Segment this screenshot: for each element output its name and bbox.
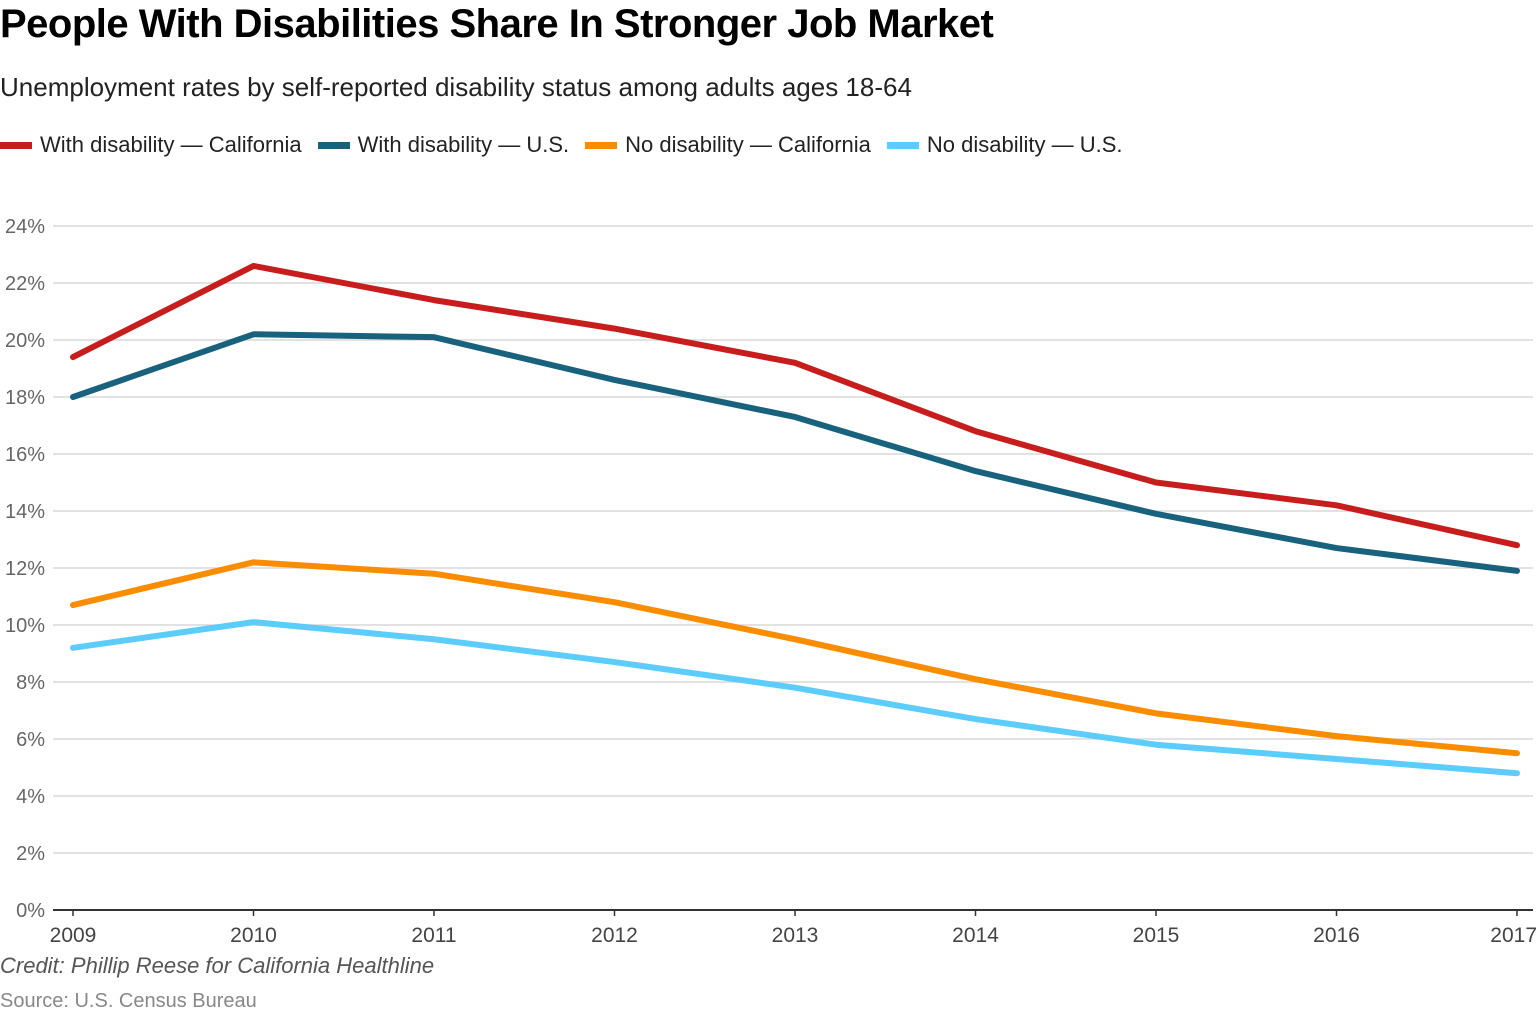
y-tick-label: 2% <box>16 843 45 865</box>
series-line <box>70 619 1520 777</box>
series-line <box>70 331 1520 574</box>
legend-label: No disability — California <box>625 132 871 157</box>
series-line <box>70 559 1520 757</box>
legend-item: No disability — U.S. <box>886 132 1123 158</box>
credit: Credit: Phillip Reese for California Hea… <box>0 953 435 978</box>
y-tick-label: 6% <box>16 729 45 751</box>
legend-item: No disability — California <box>585 132 871 158</box>
x-tick-label: 2017 <box>1490 924 1537 947</box>
y-tick-label: 8% <box>16 672 45 694</box>
series-line <box>70 262 1520 549</box>
chart-title: People With Disabilities Share In Strong… <box>0 2 994 46</box>
legend-swatch <box>585 141 618 149</box>
x-tick-label: 2011 <box>411 924 456 947</box>
x-tick-label: 2016 <box>1313 924 1360 947</box>
legend-item: With disability — U.S. <box>317 132 570 158</box>
y-tick-label: 12% <box>5 558 45 580</box>
legend-label: No disability — U.S. <box>926 132 1123 157</box>
legend-item: With disability — California <box>0 132 302 158</box>
y-tick-label: 4% <box>16 786 45 808</box>
legend: With disability — California With disabi… <box>0 132 1123 158</box>
x-tick-label: 2013 <box>772 924 819 947</box>
x-tick-label: 2014 <box>952 924 999 947</box>
y-tick-label: 10% <box>5 615 45 637</box>
source: Source: U.S. Census Bureau <box>0 990 257 1012</box>
y-tick-label: 22% <box>5 273 45 295</box>
x-tick-label: 2009 <box>50 924 97 947</box>
y-tick-label: 20% <box>5 330 45 352</box>
y-tick-label: 0% <box>16 900 45 922</box>
x-tick-label: 2010 <box>230 924 277 947</box>
legend-swatch <box>0 141 32 149</box>
y-tick-label: 18% <box>5 387 45 409</box>
y-tick-label: 16% <box>5 444 45 466</box>
legend-label: With disability — U.S. <box>357 132 570 157</box>
legend-label: With disability — California <box>40 132 302 157</box>
y-tick-label: 14% <box>5 501 45 523</box>
chart-subtitle: Unemployment rates by self-reported disa… <box>0 72 912 102</box>
y-tick-label: 24% <box>5 216 45 238</box>
legend-swatch <box>886 141 919 149</box>
legend-swatch <box>317 141 350 149</box>
x-tick-label: 2015 <box>1133 924 1180 947</box>
x-tick-label: 2012 <box>591 924 638 947</box>
